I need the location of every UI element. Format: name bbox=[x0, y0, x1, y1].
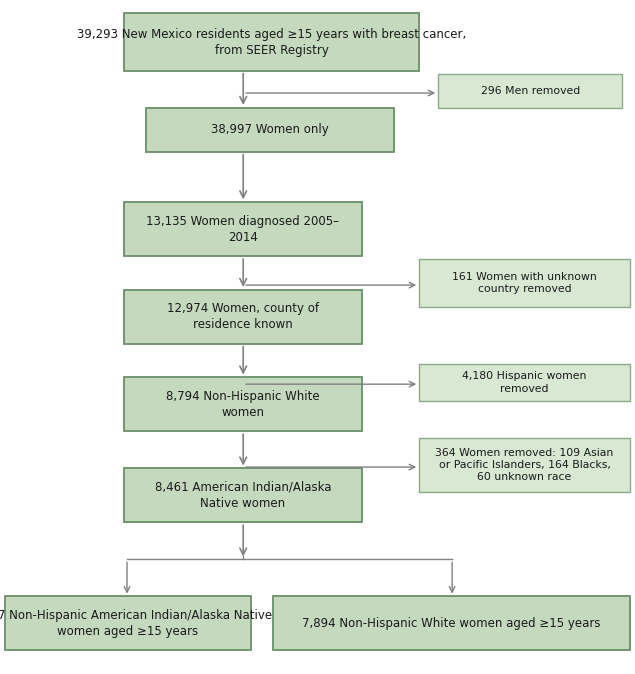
FancyBboxPatch shape bbox=[419, 438, 630, 492]
FancyBboxPatch shape bbox=[146, 108, 394, 152]
Text: 38,997 Women only: 38,997 Women only bbox=[211, 123, 329, 136]
Text: 13,135 Women diagnosed 2005–
2014: 13,135 Women diagnosed 2005– 2014 bbox=[147, 214, 339, 244]
FancyBboxPatch shape bbox=[124, 377, 362, 431]
FancyBboxPatch shape bbox=[124, 290, 362, 344]
Text: 567 Non-Hispanic American Indian/Alaska Native
women aged ≥15 years: 567 Non-Hispanic American Indian/Alaska … bbox=[0, 609, 272, 638]
Text: 8,461 American Indian/Alaska
Native women: 8,461 American Indian/Alaska Native wome… bbox=[155, 481, 331, 510]
FancyBboxPatch shape bbox=[124, 202, 362, 256]
Text: 161 Women with unknown
country removed: 161 Women with unknown country removed bbox=[452, 272, 597, 295]
Text: 8,794 Non-Hispanic White
women: 8,794 Non-Hispanic White women bbox=[166, 390, 319, 419]
Text: 364 Women removed: 109 Asian
or Pacific Islanders, 164 Blacks,
60 unknown race: 364 Women removed: 109 Asian or Pacific … bbox=[436, 448, 613, 483]
FancyBboxPatch shape bbox=[438, 74, 622, 108]
FancyBboxPatch shape bbox=[124, 13, 419, 71]
Text: 296 Men removed: 296 Men removed bbox=[481, 86, 580, 96]
Text: 7,894 Non-Hispanic White women aged ≥15 years: 7,894 Non-Hispanic White women aged ≥15 … bbox=[302, 617, 601, 630]
FancyBboxPatch shape bbox=[5, 596, 251, 650]
Text: 12,974 Women, county of
residence known: 12,974 Women, county of residence known bbox=[167, 302, 319, 332]
FancyBboxPatch shape bbox=[124, 468, 362, 522]
FancyBboxPatch shape bbox=[273, 596, 630, 650]
Text: 39,293 New Mexico residents aged ≥15 years with breast cancer,
from SEER Registr: 39,293 New Mexico residents aged ≥15 yea… bbox=[77, 28, 466, 57]
FancyBboxPatch shape bbox=[419, 259, 630, 307]
Text: 4,180 Hispanic women
removed: 4,180 Hispanic women removed bbox=[462, 371, 587, 394]
FancyBboxPatch shape bbox=[419, 364, 630, 401]
